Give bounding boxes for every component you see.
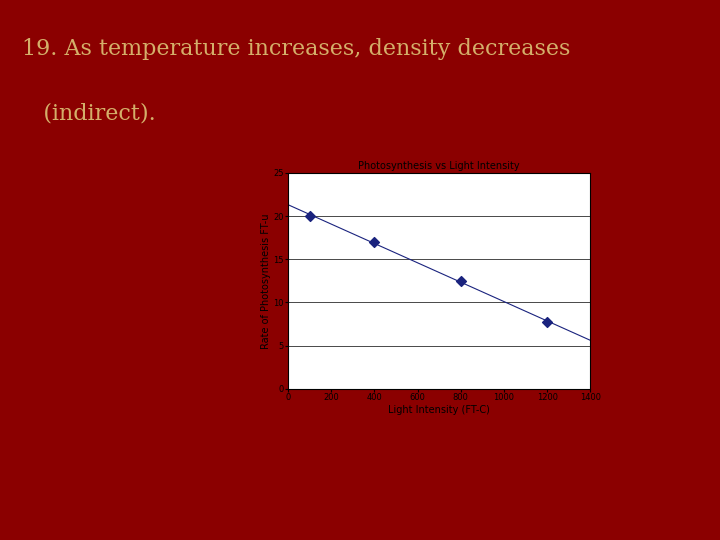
Point — [541, 318, 553, 327]
Text: 19. As temperature increases, density decreases: 19. As temperature increases, density de… — [22, 38, 570, 60]
Point — [455, 276, 467, 285]
Point — [304, 212, 315, 220]
Y-axis label: Rate of Photosynthesis FT-u: Rate of Photosynthesis FT-u — [261, 213, 271, 348]
Point — [369, 238, 380, 246]
Title: Photosynthesis vs Light Intensity: Photosynthesis vs Light Intensity — [359, 160, 520, 171]
Text: (indirect).: (indirect). — [22, 103, 156, 125]
X-axis label: Light Intensity (FT-C): Light Intensity (FT-C) — [388, 405, 490, 415]
